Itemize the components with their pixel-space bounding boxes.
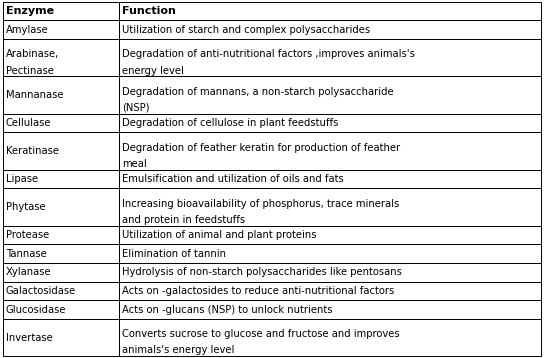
Text: energy level: energy level xyxy=(122,66,184,76)
Bar xyxy=(119,2,541,20)
Text: Tannase: Tannase xyxy=(6,248,47,258)
Bar xyxy=(119,244,541,263)
Text: (NSP): (NSP) xyxy=(122,103,149,113)
Text: Protease: Protease xyxy=(6,230,50,240)
Bar xyxy=(3,132,119,170)
Bar xyxy=(119,132,541,170)
Text: Acts on -glucans (NSP) to unlock nutrients: Acts on -glucans (NSP) to unlock nutrien… xyxy=(122,305,332,315)
Text: Acts on -galactosides to reduce anti-nutritional factors: Acts on -galactosides to reduce anti-nut… xyxy=(122,286,394,296)
Bar xyxy=(3,39,119,76)
Text: Emulsification and utilization of oils and fats: Emulsification and utilization of oils a… xyxy=(122,174,343,184)
Bar xyxy=(119,226,541,244)
Bar xyxy=(3,114,119,132)
Bar xyxy=(3,300,119,319)
Text: animals's energy level: animals's energy level xyxy=(122,345,234,355)
Text: Mannanase: Mannanase xyxy=(6,90,64,100)
Text: Glucosidase: Glucosidase xyxy=(6,305,66,315)
Text: Amylase: Amylase xyxy=(6,25,49,35)
Text: Lipase: Lipase xyxy=(6,174,38,184)
Text: Degradation of anti-nutritional factors ,improves animals's: Degradation of anti-nutritional factors … xyxy=(122,49,415,59)
Bar xyxy=(119,76,541,114)
Bar xyxy=(3,20,119,39)
Bar xyxy=(119,300,541,319)
Bar xyxy=(119,263,541,282)
Bar xyxy=(119,319,541,356)
Text: Utilization of animal and plant proteins: Utilization of animal and plant proteins xyxy=(122,230,316,240)
Text: Enzyme: Enzyme xyxy=(6,6,54,16)
Bar xyxy=(3,188,119,226)
Text: Arabinase,: Arabinase, xyxy=(6,49,59,59)
Text: Function: Function xyxy=(122,6,176,16)
Bar xyxy=(3,226,119,244)
Text: Phytase: Phytase xyxy=(6,202,46,212)
Text: Xylanase: Xylanase xyxy=(6,267,52,277)
Text: Degradation of cellulose in plant feedstuffs: Degradation of cellulose in plant feedst… xyxy=(122,118,338,128)
Text: Degradation of mannans, a non-starch polysaccharide: Degradation of mannans, a non-starch pol… xyxy=(122,87,393,97)
Text: Hydrolysis of non-starch polysaccharides like pentosans: Hydrolysis of non-starch polysaccharides… xyxy=(122,267,401,277)
Text: Increasing bioavailability of phosphorus, trace minerals: Increasing bioavailability of phosphorus… xyxy=(122,199,399,209)
Bar xyxy=(3,282,119,300)
Bar xyxy=(119,39,541,76)
Bar xyxy=(3,76,119,114)
Text: Utilization of starch and complex polysaccharides: Utilization of starch and complex polysa… xyxy=(122,25,370,35)
Text: and protein in feedstuffs: and protein in feedstuffs xyxy=(122,215,245,225)
Text: Elimination of tannin: Elimination of tannin xyxy=(122,248,226,258)
Bar xyxy=(119,170,541,188)
Text: Keratinase: Keratinase xyxy=(6,146,59,156)
Text: meal: meal xyxy=(122,159,146,169)
Text: Pectinase: Pectinase xyxy=(6,66,54,76)
Text: Invertase: Invertase xyxy=(6,333,53,343)
Bar xyxy=(119,114,541,132)
Bar xyxy=(3,244,119,263)
Bar xyxy=(119,282,541,300)
Bar xyxy=(119,20,541,39)
Text: Cellulase: Cellulase xyxy=(6,118,52,128)
Bar xyxy=(3,170,119,188)
Bar xyxy=(119,188,541,226)
Bar xyxy=(3,319,119,356)
Bar xyxy=(3,2,119,20)
Text: Converts sucrose to glucose and fructose and improves: Converts sucrose to glucose and fructose… xyxy=(122,329,399,339)
Bar xyxy=(3,263,119,282)
Text: Degradation of feather keratin for production of feather: Degradation of feather keratin for produ… xyxy=(122,142,400,153)
Text: Galactosidase: Galactosidase xyxy=(6,286,76,296)
